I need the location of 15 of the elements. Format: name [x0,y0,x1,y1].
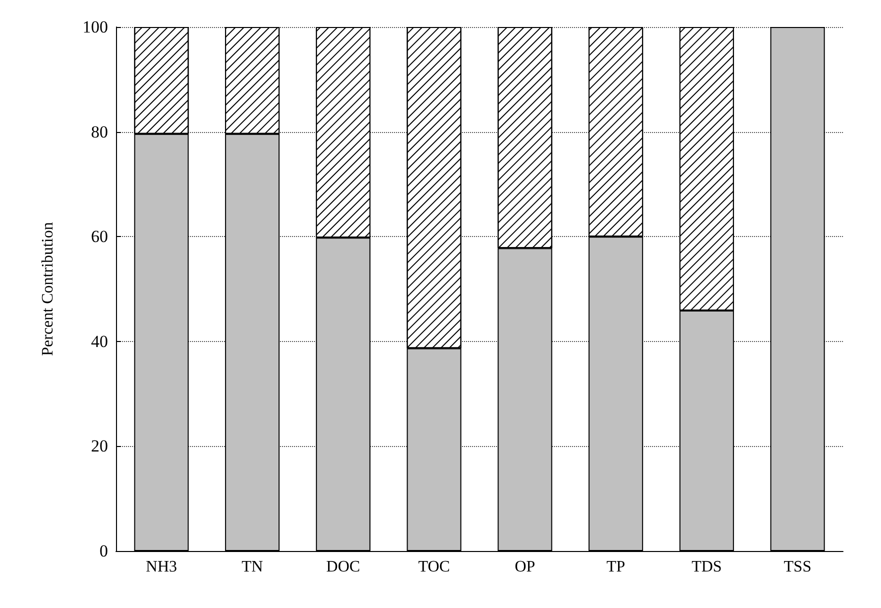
x-tick-label: TDS [692,558,722,576]
y-tick-label: 40 [91,332,108,351]
x-tick-label: TSS [784,558,812,576]
x-tick-label: TP [606,558,626,576]
x-tick-label: TOC [418,558,450,576]
y-tick-label: 80 [91,122,108,142]
x-tick-label: NH3 [146,558,177,576]
y-axis-title: Percent Contribution [40,222,56,356]
y-tick-label: 100 [82,18,108,36]
x-tick-label: TN [242,558,264,576]
x-tick-label: OP [514,558,536,576]
y-tick-label: 0 [100,542,108,560]
y-tick-label: 20 [91,436,108,456]
y-tick-label: 60 [91,227,108,246]
x-tick-label: DOC [326,558,360,576]
